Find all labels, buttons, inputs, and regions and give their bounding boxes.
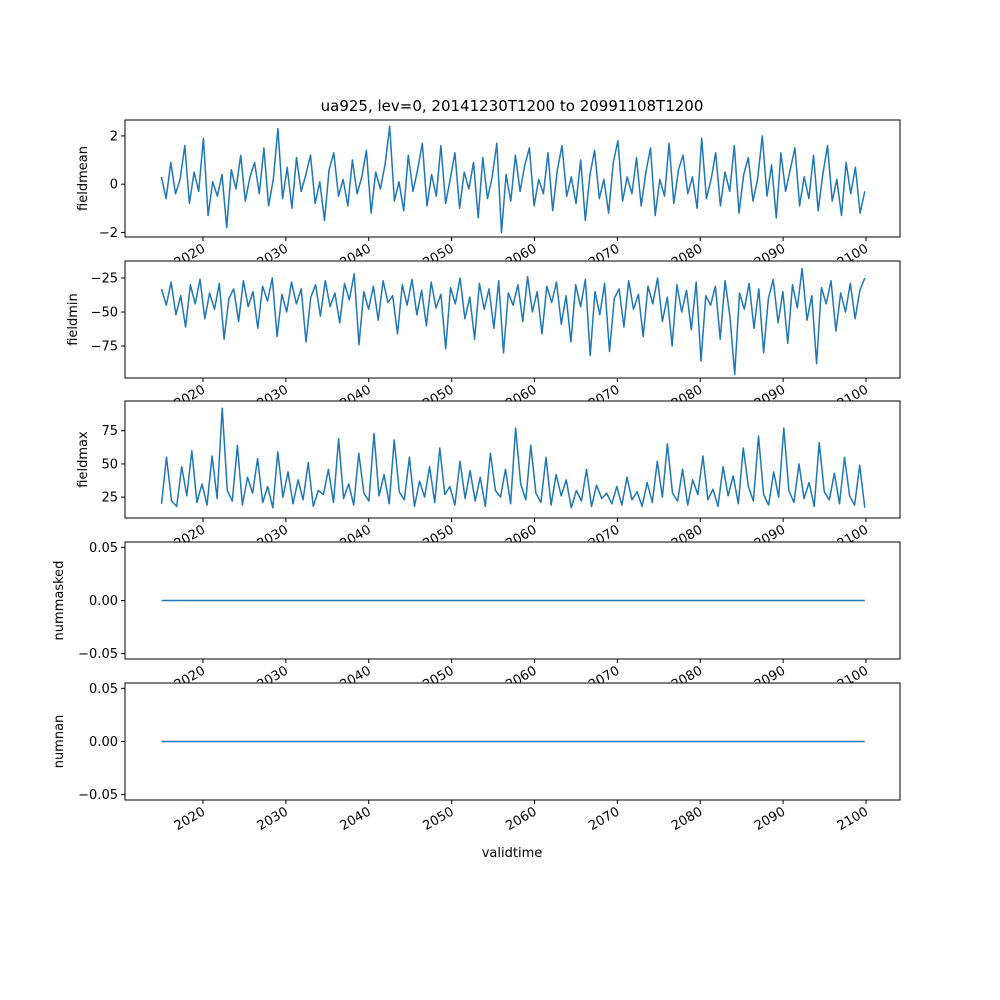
y-tick-label: 2 <box>110 129 118 144</box>
y-tick-label: 25 <box>101 491 118 506</box>
x-axis-label: validtime <box>482 846 543 861</box>
axes-background <box>125 261 900 378</box>
y-tick-label: −25 <box>91 272 118 287</box>
y-tick-label: 0.05 <box>89 682 118 697</box>
series-line-fieldmean <box>160 125 866 234</box>
y-axis-label: fieldmean <box>76 146 91 211</box>
y-axis-label: numnan <box>52 715 67 769</box>
y-axis-label: fieldmin <box>66 293 81 346</box>
y-tick-label: −0.05 <box>78 647 118 662</box>
chart-title: ua925, lev=0, 20141230T1200 to 20991108T… <box>321 97 704 115</box>
y-tick-label: 50 <box>101 457 118 472</box>
y-tick-label: −50 <box>91 306 118 321</box>
y-tick-label: −0.05 <box>78 788 118 803</box>
axes-background <box>125 401 900 518</box>
y-axis-label: fieldmax <box>76 431 91 488</box>
y-tick-label: −75 <box>91 340 118 355</box>
series-line-fieldmin <box>160 267 866 376</box>
series-line-fieldmax <box>160 407 866 509</box>
y-tick-label: 75 <box>101 424 118 439</box>
y-tick-label: −2 <box>99 226 118 241</box>
y-tick-label: 0.00 <box>89 594 118 609</box>
y-tick-label: 0.05 <box>89 541 118 556</box>
axes-frame <box>124 400 901 519</box>
y-tick-label: 0 <box>110 178 118 193</box>
y-axis-label: nummasked <box>52 561 67 641</box>
y-tick-label: 0.00 <box>89 735 118 750</box>
axes-frame <box>124 119 901 238</box>
axes-frame <box>124 260 901 379</box>
